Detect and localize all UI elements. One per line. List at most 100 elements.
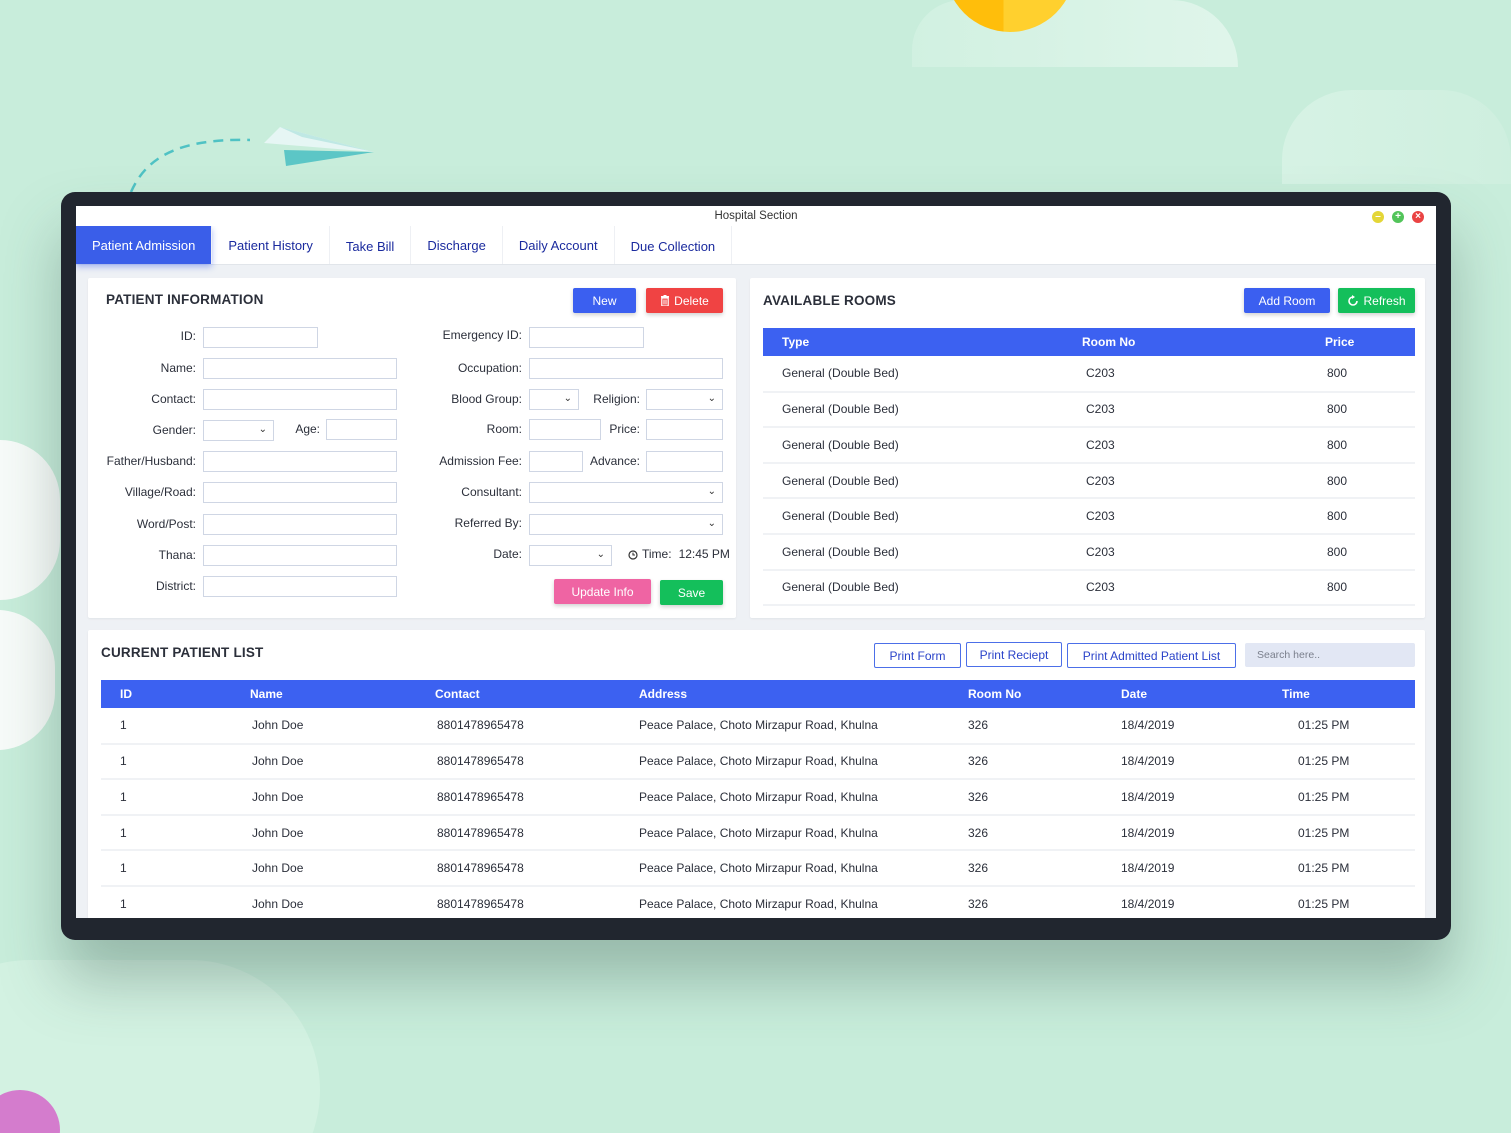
table-row[interactable]: General (Double Bed) C203 800: [763, 569, 1415, 607]
column-header-id[interactable]: ID: [101, 680, 250, 708]
thana-label: Thana:: [158, 548, 196, 562]
patient-room: 326: [968, 708, 1121, 745]
table-row[interactable]: General (Double Bed) C203 800: [763, 427, 1415, 464]
district-input[interactable]: [203, 576, 397, 597]
emergency-id-input[interactable]: [529, 327, 644, 348]
table-row[interactable]: General (Double Bed) C203 800: [763, 533, 1415, 571]
gender-label: Gender:: [152, 423, 196, 437]
tab-daily-account[interactable]: Daily Account: [503, 226, 615, 264]
update-info-button[interactable]: Update Info: [554, 579, 651, 604]
table-row[interactable]: 1 John Doe 8801478965478 Peace Palace, Chot…: [101, 850, 1415, 887]
word-post-input[interactable]: [203, 514, 397, 535]
thana-input[interactable]: [203, 545, 397, 566]
add-room-button[interactable]: Add Room: [1244, 288, 1330, 313]
patient-name: John Doe: [250, 814, 435, 852]
window-title: Hospital Section: [714, 210, 798, 222]
patient-room: 326: [968, 814, 1121, 852]
print-admitted-list-button[interactable]: Print Admitted Patient List: [1067, 643, 1236, 668]
patient-room: 326: [968, 885, 1121, 918]
room-price: 800: [1303, 569, 1415, 607]
minimize-icon[interactable]: –: [1372, 211, 1384, 223]
age-input[interactable]: [326, 419, 397, 440]
patient-address: Peace Palace, Choto Mirzapur Road, Khuln…: [639, 779, 968, 816]
contact-input[interactable]: [203, 389, 397, 410]
room-price: 800: [1303, 356, 1415, 393]
patient-id: 1: [101, 885, 250, 918]
room-type: General (Double Bed): [763, 462, 1063, 500]
column-header-room-no[interactable]: Room No: [968, 680, 1121, 708]
room-type: General (Double Bed): [763, 533, 1063, 571]
delete-button[interactable]: Delete: [646, 288, 723, 313]
column-header-contact[interactable]: Contact: [435, 680, 639, 708]
add-room-label: Add Room: [1258, 293, 1316, 308]
tab-patient-admission[interactable]: Patient Admission: [76, 226, 213, 264]
village-road-input[interactable]: [203, 482, 397, 503]
maximize-icon[interactable]: +: [1392, 211, 1404, 223]
table-row[interactable]: 1 John Doe 8801478965478 Peace Palace, Chot…: [101, 743, 1415, 781]
column-header-date[interactable]: Date: [1121, 680, 1282, 708]
chevron-down-icon: ⌄: [707, 393, 716, 404]
blood-group-select[interactable]: ⌄: [529, 389, 579, 410]
patient-id: 1: [101, 850, 250, 887]
new-button[interactable]: New: [573, 288, 636, 313]
rooms-table: Type Room No Price General (Double Bed) C…: [763, 328, 1415, 607]
id-label: ID:: [180, 329, 196, 343]
gender-select[interactable]: ⌄: [203, 420, 274, 441]
word-post-label: Word/Post:: [136, 517, 196, 531]
table-row[interactable]: 1 John Doe 8801478965478 Peace Palace, Chot…: [101, 814, 1415, 852]
advance-label: Advance:: [589, 454, 640, 468]
save-button[interactable]: Save: [660, 580, 723, 605]
room-input[interactable]: [529, 419, 601, 440]
room-price: 800: [1303, 533, 1415, 571]
price-input[interactable]: [646, 419, 723, 440]
column-header-type[interactable]: Type: [763, 328, 1063, 356]
room-type: General (Double Bed): [763, 569, 1063, 607]
column-header-time[interactable]: Time: [1282, 680, 1415, 708]
occupation-input[interactable]: [529, 358, 723, 379]
tab-take-bill[interactable]: Take Bill: [330, 226, 412, 264]
table-row[interactable]: General (Double Bed) C203 800: [763, 391, 1415, 429]
table-row[interactable]: 1 John Doe 8801478965478 Peace Palace, Chot…: [101, 779, 1415, 816]
advance-input[interactable]: [646, 451, 723, 472]
close-icon[interactable]: ×: [1412, 211, 1424, 223]
tab-due-collection[interactable]: Due Collection: [615, 226, 733, 264]
print-receipt-button[interactable]: Print Reciept: [966, 642, 1062, 667]
father-husband-input[interactable]: [203, 451, 397, 472]
referred-by-select[interactable]: ⌄: [529, 514, 723, 535]
patient-date: 18/4/2019: [1121, 850, 1282, 887]
table-row[interactable]: General (Double Bed) C203 800: [763, 462, 1415, 500]
refresh-button[interactable]: Refresh: [1338, 288, 1415, 313]
column-header-name[interactable]: Name: [250, 680, 435, 708]
patient-name: John Doe: [250, 779, 435, 816]
table-row[interactable]: 1 John Doe 8801478965478 Peace Palace, Chot…: [101, 885, 1415, 918]
column-header-room-no[interactable]: Room No: [1063, 328, 1303, 356]
district-label: District:: [156, 579, 196, 593]
column-header-price[interactable]: Price: [1303, 328, 1415, 356]
patient-time: 01:25 PM: [1282, 850, 1415, 887]
room-number: C203: [1063, 427, 1303, 464]
search-input[interactable]: [1245, 643, 1415, 667]
patient-name: John Doe: [250, 885, 435, 918]
patient-date: 18/4/2019: [1121, 814, 1282, 852]
patient-name: John Doe: [250, 708, 435, 745]
chevron-down-icon: ⌄: [258, 424, 267, 435]
religion-select[interactable]: ⌄: [646, 389, 723, 410]
patient-name: John Doe: [250, 850, 435, 887]
village-road-label: Village/Road:: [124, 485, 196, 499]
tab-discharge[interactable]: Discharge: [411, 226, 503, 264]
paper-plane-icon: [264, 127, 374, 166]
admission-fee-input[interactable]: [529, 451, 583, 472]
tab-patient-history[interactable]: Patient History: [212, 226, 330, 264]
id-input[interactable]: [203, 327, 318, 348]
patient-contact: 8801478965478: [435, 779, 639, 816]
table-row[interactable]: General (Double Bed) C203 800: [763, 356, 1415, 393]
table-row[interactable]: General (Double Bed) C203 800: [763, 498, 1415, 535]
dashed-path-decoration: [129, 138, 251, 193]
column-header-address[interactable]: Address: [639, 680, 968, 708]
contact-label: Contact:: [151, 392, 196, 406]
consultant-select[interactable]: ⌄: [529, 482, 723, 503]
date-select[interactable]: ⌄: [529, 545, 612, 566]
name-input[interactable]: [203, 358, 397, 379]
table-row[interactable]: 1 John Doe 8801478965478 Peace Palace, Chot…: [101, 708, 1415, 745]
print-form-button[interactable]: Print Form: [874, 643, 961, 668]
